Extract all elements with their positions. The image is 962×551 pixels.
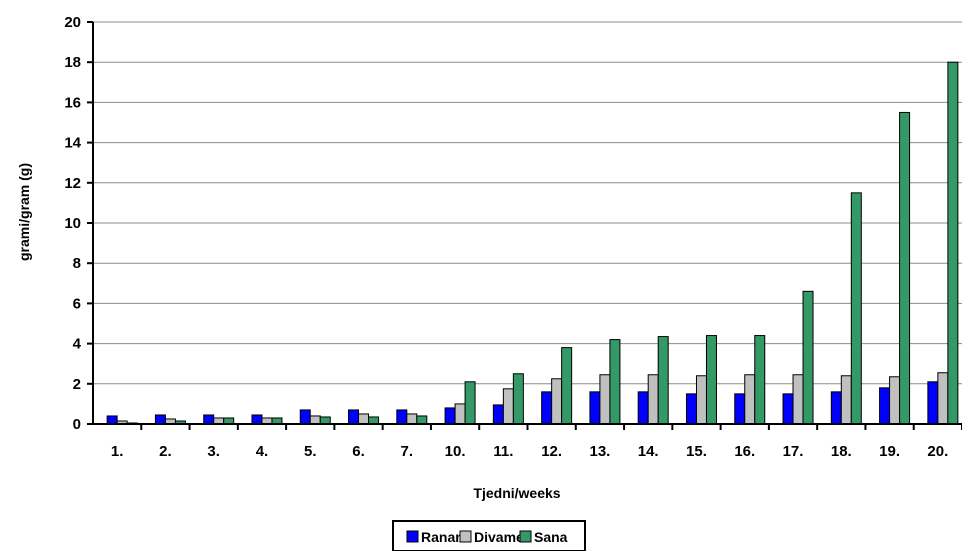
x-tick-label: 2. (159, 443, 172, 460)
bar-ranan-18 (927, 381, 939, 425)
bar-ranan-6 (348, 409, 360, 425)
legend-box (392, 520, 586, 551)
bar-divame-11 (599, 374, 611, 425)
bar-divame-12 (647, 374, 659, 425)
bar-ranan-5 (299, 409, 311, 425)
bar-ranan-15 (782, 393, 794, 425)
y-tick-label: 10 (64, 215, 81, 232)
bar-divame-9 (502, 388, 514, 425)
bar-sana-9 (512, 373, 524, 425)
bar-divame-10 (551, 378, 563, 425)
y-tick-label: 8 (73, 255, 81, 272)
bar-sana-18 (947, 61, 959, 425)
y-tick-label: 6 (73, 295, 81, 312)
x-tick-label: 16. (734, 443, 755, 460)
x-tick-label: 20. (927, 443, 948, 460)
bar-ranan-9 (492, 404, 504, 425)
bar-sana-5 (319, 416, 331, 425)
legend-label-divame: Divame (474, 529, 524, 545)
legend-swatch-divame (459, 530, 472, 543)
bar-divame-13 (695, 375, 707, 425)
bar-divame-7 (406, 413, 418, 425)
bar-sana-17 (899, 111, 911, 425)
y-axis-title: grami/gram (g) (16, 163, 32, 261)
bar-sana-11 (609, 339, 621, 425)
x-tick-label: 17. (783, 443, 804, 460)
x-tick-label: 13. (589, 443, 610, 460)
bar-divame-14 (744, 374, 756, 425)
bar-ranan-1 (106, 415, 118, 425)
y-tick-label: 0 (73, 416, 81, 433)
bar-divame-16 (840, 375, 852, 425)
x-tick-label: 4. (256, 443, 269, 460)
bar-ranan-14 (734, 393, 746, 425)
bar-sana-12 (657, 336, 669, 425)
y-tick-label: 18 (64, 54, 81, 71)
x-tick-label: 19. (879, 443, 900, 460)
bar-sana-13 (705, 335, 717, 425)
x-tick-label: 18. (831, 443, 852, 460)
x-tick-label: 10. (445, 443, 466, 460)
bar-ranan-8 (444, 407, 456, 425)
y-tick-label: 20 (64, 14, 81, 31)
bar-divame-6 (358, 413, 370, 425)
bar-ranan-10 (541, 391, 553, 425)
y-tick-label: 16 (64, 94, 81, 111)
bar-divame-8 (454, 403, 466, 425)
bar-ranan-4 (251, 414, 263, 425)
x-tick-label: 12. (541, 443, 562, 460)
bar-divame-18 (937, 372, 949, 425)
x-tick-label: 1. (111, 443, 124, 460)
bar-divame-17 (889, 376, 901, 425)
legend-swatch-ranan (406, 530, 419, 543)
y-tick-label: 2 (73, 376, 81, 393)
x-tick-label: 6. (352, 443, 365, 460)
x-axis-title: Tjedni/weeks (473, 485, 560, 501)
y-tick-labels: 0 2 4 6 8 10 12 14 16 18 20 (64, 14, 81, 433)
bar-ranan-11 (589, 391, 601, 425)
x-tick-label: 7. (401, 443, 414, 460)
bar-ranan-13 (685, 393, 697, 425)
bar-sana-10 (561, 347, 573, 425)
x-tick-labels: 1. 2. 3. 4. 5. 6. 7. 10. 11. 12. 13. 14. 15. 16. 17. 18… (111, 443, 948, 460)
gridlines (93, 21, 962, 385)
bar-sana-14 (754, 335, 766, 425)
legend-label-sana: Sana (534, 529, 568, 545)
legend-label-ranan: Ranan (421, 529, 464, 545)
y-tick-label: 4 (73, 336, 82, 353)
bar-divame-5 (309, 415, 321, 425)
bar-sana-7 (416, 415, 428, 425)
bar-ranan-2 (154, 414, 166, 425)
x-tick-label: 3. (207, 443, 220, 460)
x-tick-label: 11. (493, 443, 513, 460)
bar-ranan-3 (203, 414, 215, 425)
bar-ranan-7 (396, 409, 408, 425)
bar-ranan-17 (879, 387, 891, 425)
bar-sana-16 (850, 192, 862, 425)
legend-swatch-sana (519, 530, 532, 543)
bar-sana-8 (464, 381, 476, 425)
bar-ranan-16 (830, 391, 842, 425)
bars (106, 61, 959, 425)
bar-divame-15 (792, 374, 804, 425)
axes (87, 21, 962, 430)
bar-sana-6 (368, 416, 380, 425)
x-tick-label: 5. (304, 443, 317, 460)
x-tick-label: 15. (686, 443, 707, 460)
bar-ranan-12 (637, 391, 649, 425)
x-tick-label: 14. (638, 443, 659, 460)
legend: Ranan Divame Sana (392, 520, 586, 551)
bar-sana-15 (802, 290, 814, 425)
y-tick-label: 14 (64, 135, 81, 152)
y-tick-label: 12 (64, 175, 81, 192)
